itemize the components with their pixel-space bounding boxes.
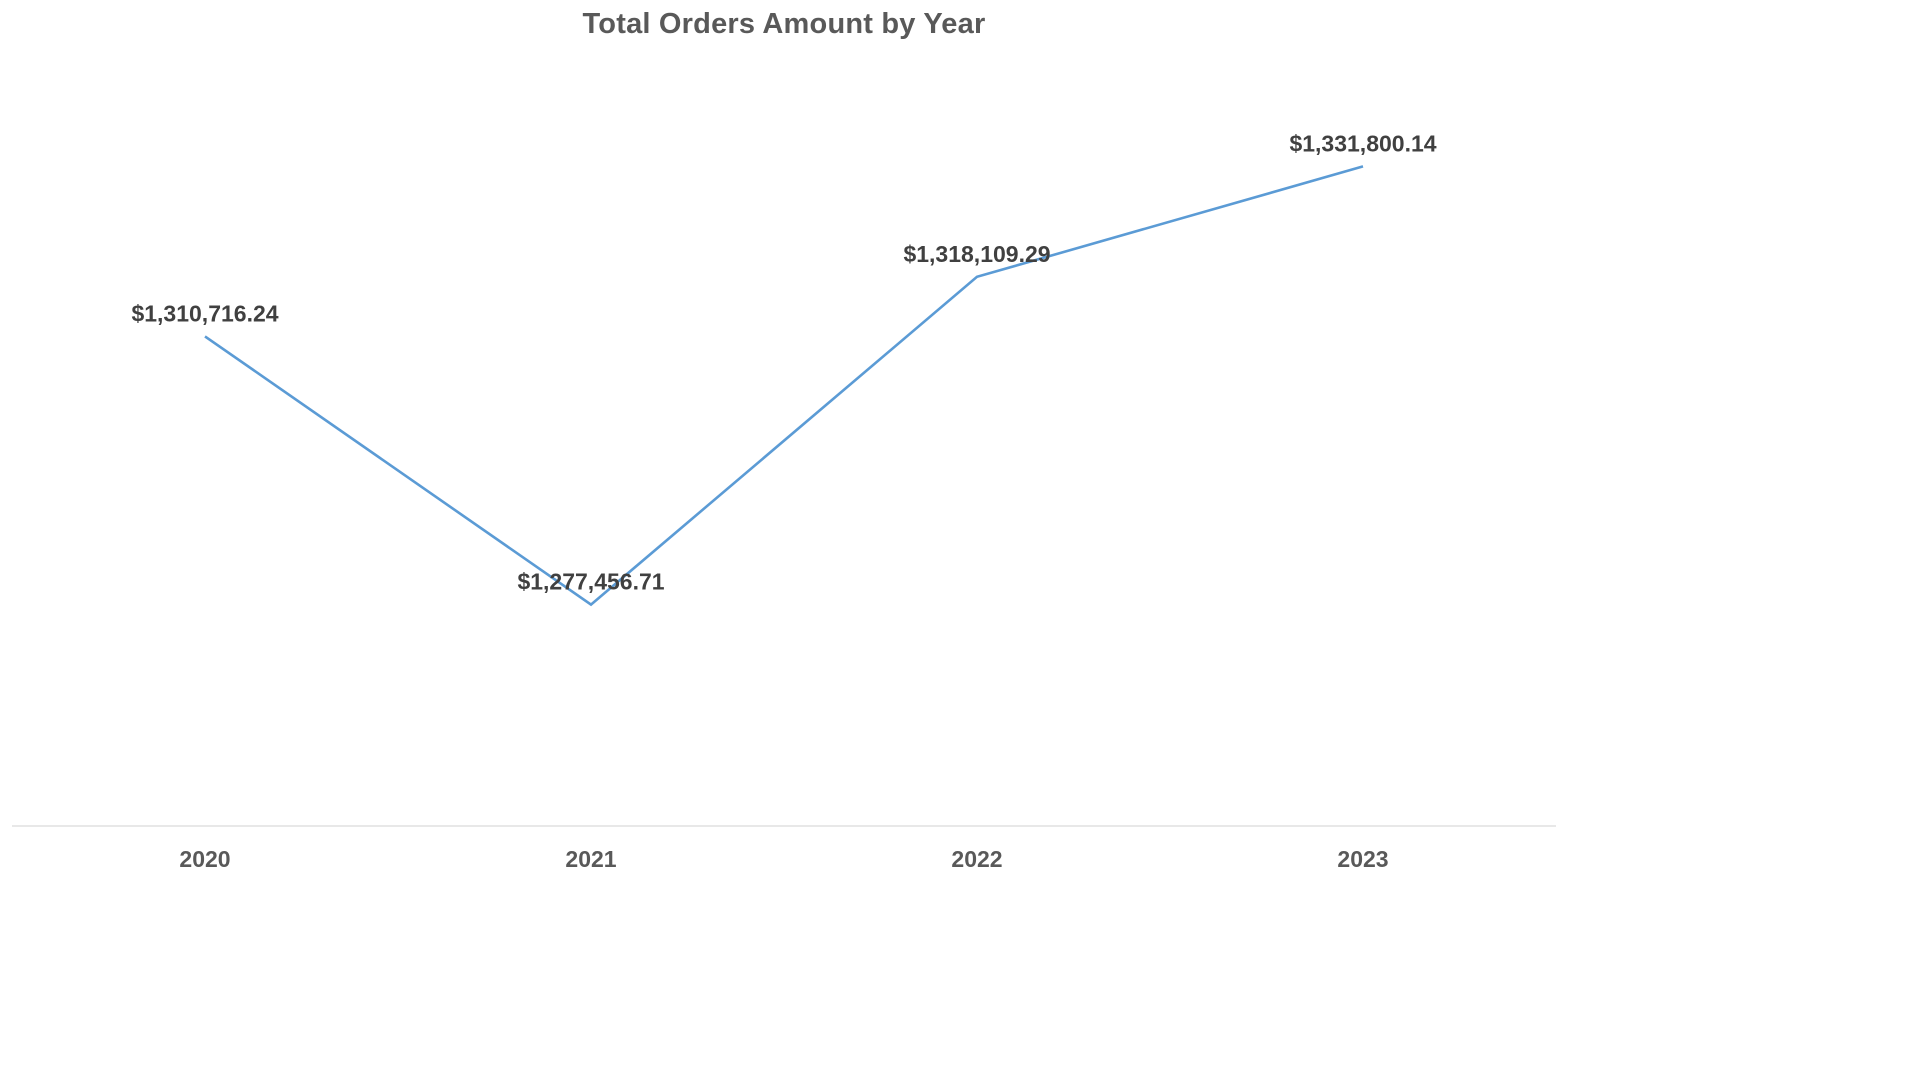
x-tick-label-2022: 2022: [951, 846, 1002, 872]
data-label-2020: $1,310,716.24: [131, 300, 278, 326]
series-layer: [204, 165, 1364, 607]
line-chart: $1,310,716.24 $1,277,456.71 $1,318,109.29 $…: [12, 130, 1556, 872]
x-tick-label-2023: 2023: [1337, 846, 1388, 872]
data-label-2022: $1,318,109.29: [903, 241, 1050, 267]
data-label-2023: $1,331,800.14: [1289, 130, 1436, 156]
chart-title: Total Orders Amount by Year: [582, 8, 986, 40]
category-ticks: 2020 2021 2022 2023: [179, 846, 1388, 872]
series-line: [204, 165, 1364, 607]
data-label-2021: $1,277,456.71: [517, 569, 664, 595]
data-labels: $1,310,716.24 $1,277,456.71 $1,318,109.29 $…: [131, 130, 1436, 594]
x-tick-label-2020: 2020: [179, 846, 230, 872]
x-tick-label-2021: 2021: [565, 846, 616, 872]
